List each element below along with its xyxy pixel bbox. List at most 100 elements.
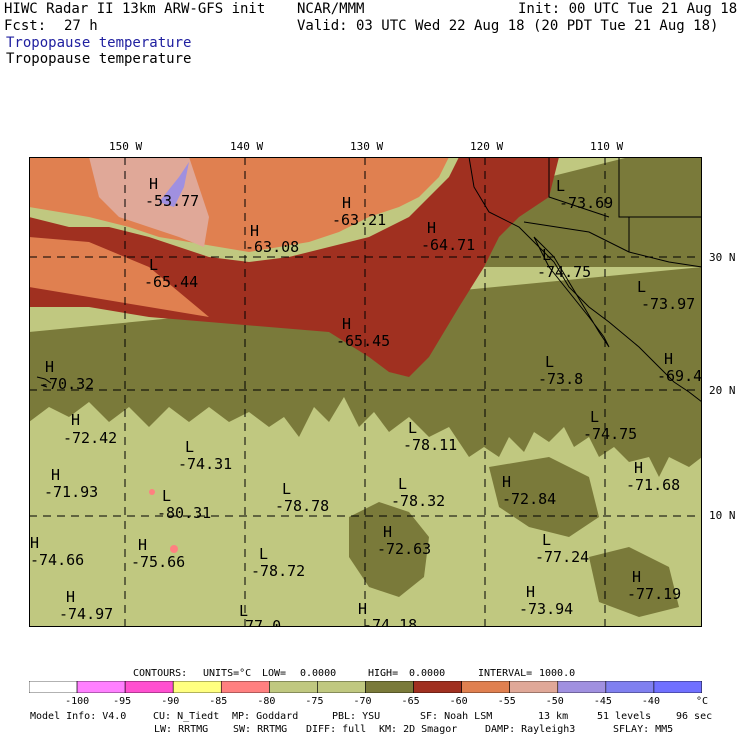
lat-label-10n: 10 N (709, 509, 736, 522)
extreme-kind: L (637, 278, 647, 296)
extreme-kind: H (149, 175, 159, 193)
color-scale-swatch (29, 681, 78, 693)
fcst-value: 27 h (64, 18, 98, 34)
field-pink-spot-2 (149, 489, 155, 495)
field-olive-blob-south-2 (489, 457, 599, 537)
fcst-label: Fcst: (4, 18, 47, 34)
lon-label-110w: 110 W (590, 140, 624, 153)
contours-low-value: 0.0000 (300, 668, 337, 679)
field-olive-blob-south-3 (589, 547, 679, 617)
color-scale-tick-label: -70 (353, 696, 372, 707)
extreme-kind: L (556, 177, 566, 195)
extreme-kind: H (634, 459, 644, 477)
extreme-value: -69.4 (657, 367, 703, 385)
tropopause-temperature-map (29, 157, 702, 627)
extreme-kind: L (239, 602, 249, 620)
extreme-value: -63.21 (332, 211, 387, 229)
footer-cu: CU: N_Tiedt (153, 711, 220, 722)
footer-timestep: 96 sec (676, 711, 713, 722)
extreme-kind: L (149, 256, 159, 274)
extreme-kind: L (162, 487, 172, 505)
color-scale-swatch (172, 681, 222, 693)
extreme-kind: H (51, 466, 61, 484)
contours-interval-label: INTERVAL= (478, 668, 533, 679)
coastline-baja (533, 236, 610, 348)
border-states (548, 157, 702, 252)
coastline-north-america (468, 157, 702, 403)
extreme-kind: H (30, 534, 40, 552)
extreme-kind: L (408, 419, 418, 437)
extreme-kind: L (259, 545, 269, 563)
color-scale-tick-label: -80 (257, 696, 276, 707)
extreme-value: -72.84 (502, 490, 557, 508)
footer-levels: 51 levels (597, 711, 652, 722)
extreme-value: -70.32 (40, 375, 95, 393)
color-scale-swatch (365, 681, 414, 693)
color-scale-tick-label: -95 (113, 696, 132, 707)
color-scale-swatch (317, 681, 366, 693)
init-time: Init: 00 UTC Tue 21 Aug 18 (518, 1, 738, 17)
extreme-value: -64.71 (421, 236, 476, 254)
extreme-value: -53.77 (145, 192, 200, 210)
extreme-value: -72.42 (63, 429, 118, 447)
extreme-kind: L (590, 408, 600, 426)
color-scale-swatch (557, 681, 607, 693)
map-frame (29, 157, 702, 627)
extreme-kind: L (542, 531, 552, 549)
extreme-value: -75.66 (131, 553, 186, 571)
footer-sf: SF: Noah LSM (420, 711, 493, 722)
extreme-kind: L (185, 438, 195, 456)
color-scale-swatch (124, 681, 174, 693)
extreme-value: -77.24 (535, 548, 590, 566)
footer-diff: DIFF: full (306, 724, 367, 735)
color-scale-swatch (605, 681, 655, 693)
color-scale-swatch (653, 681, 702, 693)
field-title-primary: Tropopause temperature (6, 35, 192, 51)
extreme-value: -73.94 (519, 600, 574, 618)
footer-model-info: Model Info: V4.0 (30, 711, 127, 722)
extreme-value: -71.93 (44, 483, 99, 501)
field-olive-blob-south-1 (349, 502, 429, 597)
lon-label-140w: 140 W (230, 140, 264, 153)
graticule (29, 157, 702, 627)
contours-units: UNITS=°C (203, 668, 252, 679)
extreme-kind: H (632, 568, 642, 586)
valid-time: Valid: 03 UTC Wed 22 Aug 18 (20 PDT Tue … (297, 18, 719, 34)
extreme-value: -71.68 (626, 476, 681, 494)
footer-pbl: PBL: YSU (332, 711, 381, 722)
contours-interval-value: 1000.0 (539, 668, 576, 679)
extreme-kind: H (138, 536, 148, 554)
field-lavender (159, 162, 189, 207)
footer-damp: DAMP: Rayleigh3 (485, 724, 576, 735)
extreme-kind: H (383, 523, 393, 541)
extreme-kind: L (545, 353, 555, 371)
extreme-value: -78.72 (251, 562, 306, 580)
extreme-kind: H (71, 411, 81, 429)
extreme-value: -63.08 (245, 238, 300, 256)
extreme-kind: H (427, 219, 437, 237)
color-scale-unit: °C (696, 696, 709, 707)
color-scale-tick-label: -45 (593, 696, 612, 707)
extreme-value: -73.69 (559, 194, 614, 212)
extreme-value: -74.18 (363, 617, 418, 626)
lon-label-150w: 150 W (109, 140, 143, 153)
color-scale-tick-label: -65 (401, 696, 420, 707)
extreme-value: -77.19 (627, 585, 682, 603)
extreme-value: -74.75 (537, 263, 592, 281)
extreme-value: -78.11 (403, 436, 458, 454)
color-scale-bar (29, 681, 702, 693)
extreme-kind: L (398, 475, 408, 493)
color-scale-swatch (220, 681, 270, 693)
extreme-value: -65.45 (336, 332, 391, 350)
contours-low-label: LOW= (262, 668, 287, 679)
extreme-value: -74.75 (583, 425, 638, 443)
color-scale-tick-label: -60 (449, 696, 468, 707)
extreme-value: -78.78 (275, 497, 330, 515)
color-scale-tick-label: -90 (161, 696, 180, 707)
color-scale-swatch (269, 681, 318, 693)
org-label: NCAR/MMM (297, 1, 365, 17)
extreme-value: -78.32 (391, 492, 446, 510)
extreme-value: -73.97 (641, 295, 696, 313)
field-dark-red (29, 157, 559, 377)
contours-label: CONTOURS: (133, 668, 188, 679)
